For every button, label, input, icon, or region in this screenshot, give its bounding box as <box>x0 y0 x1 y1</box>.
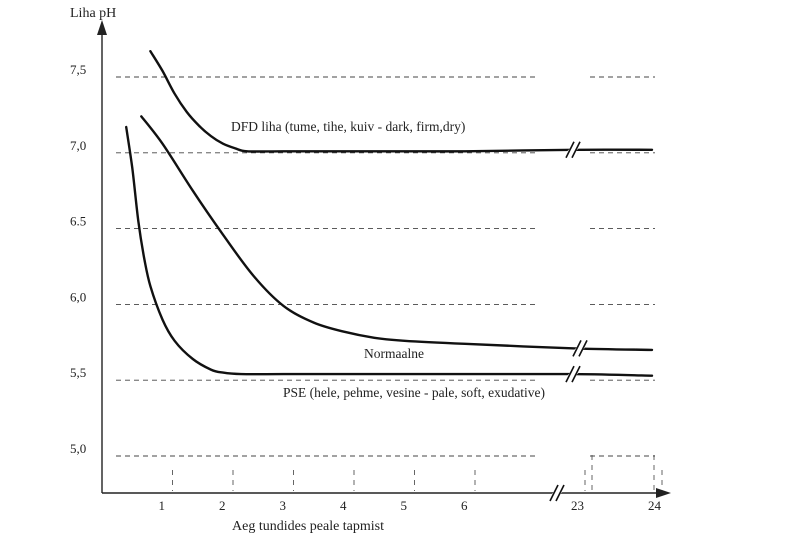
series-label-normaalne: Normaalne <box>364 346 424 361</box>
series-label-dfd: DFD liha (tume, tihe, kuiv - dark, firm,… <box>231 119 465 134</box>
y-tick-label: 6.5 <box>70 214 86 229</box>
break-mark-pse-b <box>571 365 581 383</box>
y-tick-label: 5,5 <box>70 365 86 380</box>
x-tick-label: 6 <box>461 498 468 513</box>
x-axis-arrow-icon <box>656 488 671 498</box>
x-tick-label: 3 <box>280 498 287 513</box>
series-line-0 <box>149 50 654 153</box>
x-tick-label: 1 <box>159 498 166 513</box>
y-tick-label: 6,0 <box>70 289 86 304</box>
series-labels: DFD liha (tume, tihe, kuiv - dark, firm,… <box>231 119 545 400</box>
series-label-pse: PSE (hele, pehme, vesine - pale, soft, e… <box>283 385 545 400</box>
series-line-1 <box>140 115 654 352</box>
x-tick-label: 24 <box>648 498 662 513</box>
y-axis-label: Liha pH <box>70 6 116 21</box>
x-tick-label: 5 <box>401 498 408 513</box>
grid-lines <box>116 76 663 491</box>
y-tick-label: 5,0 <box>70 441 86 456</box>
break-mark-dfd-b <box>571 141 581 159</box>
axes: Liha pH Aeg tundides peale tapmist <box>70 6 671 533</box>
break-mark-x-axis-b <box>555 484 565 502</box>
x-axis-label: Aeg tundides peale tapmist <box>232 519 384 533</box>
break-mark-normaalne-b <box>578 340 588 357</box>
y-axis-arrow-icon <box>97 20 107 35</box>
series-lines <box>125 50 654 377</box>
series-line-2 <box>125 125 654 377</box>
break-mark-x-axis-a <box>549 484 559 502</box>
break-mark-pse-a <box>565 365 575 383</box>
tick-labels: 7,57,06.56,05,55,01 2 3 4 5 6 23 24 <box>70 62 662 513</box>
break-mark-normaalne-a <box>572 340 582 357</box>
x-tick-label: 2 <box>219 498 226 513</box>
y-tick-label: 7,5 <box>70 62 86 77</box>
x-tick-label: 23 <box>571 498 584 513</box>
break-mark-dfd-a <box>565 141 575 159</box>
x-tick-label: 4 <box>340 498 347 513</box>
y-tick-label: 7,0 <box>70 138 86 153</box>
axis-breaks <box>546 139 591 504</box>
